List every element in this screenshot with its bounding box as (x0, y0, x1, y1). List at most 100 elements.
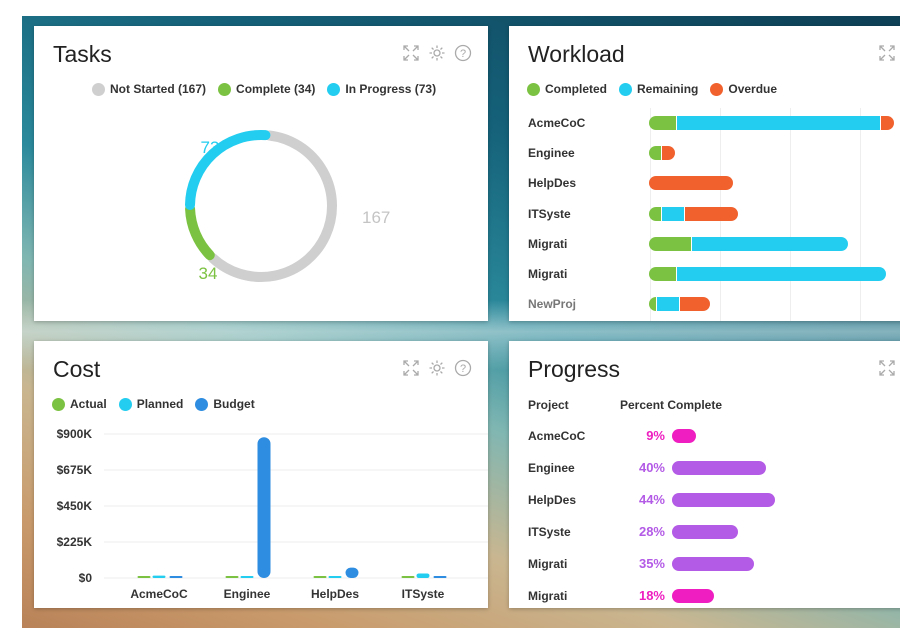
legend-dot (327, 82, 341, 96)
progress-row-label: HelpDes (528, 493, 577, 507)
expand-icon[interactable] (878, 44, 896, 62)
legend-label: Remaining (637, 82, 699, 96)
tasks-title: Tasks (53, 41, 112, 67)
workload-bar-completed[interactable] (649, 116, 678, 130)
workload-bar-remaining[interactable] (661, 206, 685, 221)
help-icon[interactable]: ? (454, 44, 472, 62)
cost-card: Cost ? Actual Planned Budget $900K $675K $… (34, 341, 488, 608)
legend-in-progress[interactable]: In Progress (73) (327, 82, 436, 96)
legend-label: Completed (545, 82, 608, 96)
cost-y-tick: $900K (57, 427, 93, 441)
legend-label: Not Started (167) (110, 82, 207, 96)
workload-row-label: Migrati (528, 267, 568, 281)
progress-bar[interactable] (672, 461, 766, 475)
workload-bar-completed[interactable] (649, 206, 662, 221)
workload-row-label: HelpDes (528, 176, 577, 191)
column-header-percent: Percent Complete (620, 398, 723, 412)
workload-bar-overdue[interactable] (881, 116, 894, 130)
cost-bar-chart: $900K $675K $450K $225K $0 AcmeCoC Enginee Help… (57, 427, 488, 601)
donut-slice-not-started[interactable] (207, 130, 337, 282)
cost-legend: Actual Planned Budget (52, 397, 255, 411)
progress-bar[interactable] (672, 429, 696, 443)
workload-row-label: ITSyste (528, 206, 571, 221)
progress-row-label: Migrati (528, 589, 568, 603)
gear-icon[interactable] (428, 359, 446, 377)
workload-bar-overdue[interactable] (649, 176, 734, 191)
legend-remaining[interactable]: Remaining (619, 82, 698, 96)
workload-bar-completed[interactable] (649, 267, 678, 281)
progress-title: Progress (528, 356, 621, 382)
workload-bar-completed[interactable] (649, 236, 693, 251)
workload-gridline (790, 108, 791, 321)
progress-percent: 28% (638, 524, 665, 539)
cost-y-tick: $0 (79, 571, 93, 585)
donut-slice-complete[interactable] (185, 203, 215, 261)
workload-bar-remaining[interactable] (692, 236, 848, 251)
workload-bar-remaining[interactable] (656, 297, 680, 312)
cost-y-tick: $450K (57, 499, 93, 513)
tasks-donut-chart: 167 34 73 (185, 130, 390, 283)
workload-bar-completed[interactable] (649, 297, 657, 312)
legend-not-started[interactable]: Not Started (167) (92, 82, 206, 96)
legend-complete[interactable]: Complete (34) (218, 82, 315, 96)
gear-icon[interactable] (428, 44, 446, 62)
progress-bar[interactable] (672, 589, 715, 603)
expand-icon[interactable] (402, 44, 420, 62)
progress-percent: 35% (638, 556, 665, 571)
workload-row-label: AcmeCoC (528, 116, 586, 130)
legend-budget[interactable]: Budget (195, 397, 255, 411)
cost-bar-planned[interactable] (240, 576, 254, 578)
svg-text:?: ? (460, 48, 466, 60)
workload-bar-remaining[interactable] (677, 116, 882, 130)
tasks-legend: Not Started (167) Complete (34) In Progr… (92, 82, 436, 96)
cost-bar-budget[interactable] (257, 437, 271, 578)
cost-bar-planned[interactable] (416, 573, 430, 578)
workload-row-label: Migrati (528, 236, 568, 251)
column-header-project: Project (528, 398, 569, 412)
legend-dot (195, 397, 209, 411)
donut-label: 34 (199, 264, 218, 283)
progress-percent: 40% (638, 460, 665, 475)
workload-bar-completed[interactable] (649, 146, 662, 161)
cost-bar-actual[interactable] (313, 576, 327, 578)
expand-icon[interactable] (878, 359, 896, 377)
workload-legend: Completed Remaining Overdue (527, 82, 777, 96)
cost-title: Cost (53, 356, 101, 382)
legend-actual[interactable]: Actual (52, 397, 107, 411)
workload-bar-overdue[interactable] (684, 206, 739, 221)
progress-bar[interactable] (672, 557, 755, 571)
cost-bar-planned[interactable] (152, 575, 166, 578)
workload-bar-remaining[interactable] (677, 267, 887, 281)
legend-label: Planned (136, 397, 184, 411)
help-icon[interactable]: ? (454, 359, 472, 377)
cost-bar-budget[interactable] (345, 567, 359, 578)
legend-label: In Progress (73) (345, 82, 437, 96)
workload-bar-overdue[interactable] (679, 297, 711, 312)
workload-card: Workload Completed Remaining Overdue Acm… (509, 26, 900, 321)
legend-dot (118, 397, 132, 411)
progress-bar[interactable] (672, 493, 776, 507)
cost-bar-budget[interactable] (169, 576, 183, 578)
progress-bar[interactable] (672, 525, 738, 539)
expand-icon[interactable] (402, 359, 420, 377)
cost-bar-actual[interactable] (401, 576, 415, 578)
donut-slice-in-progress[interactable] (185, 130, 271, 210)
legend-completed[interactable]: Completed (527, 82, 607, 96)
legend-label: Complete (34) (236, 82, 316, 96)
cost-bar-actual[interactable] (225, 576, 239, 578)
legend-overdue[interactable]: Overdue (710, 82, 777, 96)
progress-percent: 18% (638, 588, 665, 603)
svg-text:?: ? (460, 363, 466, 375)
legend-planned[interactable]: Planned (118, 397, 184, 411)
progress-percent: 44% (638, 492, 665, 507)
donut-label: 73 (201, 138, 220, 157)
legend-dot (92, 82, 105, 96)
cost-x-label: Enginee (224, 587, 271, 601)
cost-bar-actual[interactable] (137, 576, 151, 578)
cost-bar-budget[interactable] (433, 576, 447, 578)
workload-toolbar (878, 44, 896, 62)
donut-label: 167 (362, 208, 390, 227)
legend-dot (218, 82, 232, 96)
cost-bar-planned[interactable] (328, 576, 342, 578)
workload-bar-overdue[interactable] (661, 146, 675, 161)
